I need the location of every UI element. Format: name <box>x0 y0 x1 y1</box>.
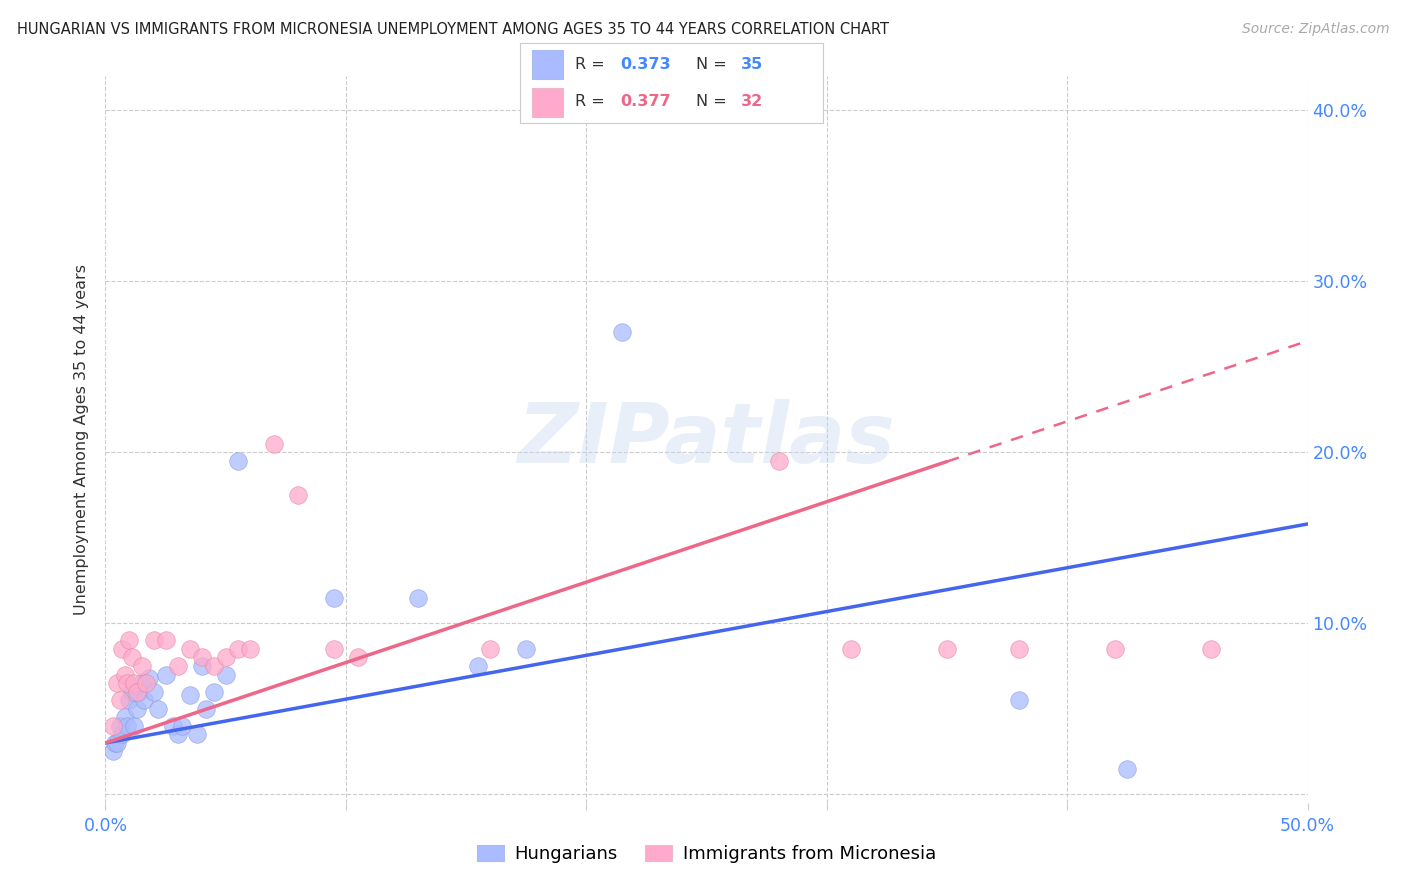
Point <box>214 667 236 681</box>
Point <box>115 719 138 733</box>
Point <box>322 591 344 605</box>
Point <box>839 641 862 656</box>
Point <box>467 659 489 673</box>
Point <box>148 702 170 716</box>
Point <box>287 488 309 502</box>
Text: 0.373: 0.373 <box>620 57 671 72</box>
Y-axis label: Unemployment Among Ages 35 to 44 years: Unemployment Among Ages 35 to 44 years <box>75 264 90 615</box>
Point <box>202 684 225 698</box>
Point <box>166 727 188 741</box>
Text: ZIPatlas: ZIPatlas <box>517 399 896 480</box>
FancyBboxPatch shape <box>533 50 562 79</box>
Point <box>155 633 177 648</box>
Point <box>612 326 634 340</box>
Point <box>347 650 370 665</box>
Point <box>226 453 249 467</box>
Point <box>111 727 134 741</box>
Point <box>108 693 131 707</box>
Point <box>104 736 127 750</box>
Point <box>1008 641 1031 656</box>
Point <box>162 719 184 733</box>
Point <box>118 693 141 707</box>
Text: N =: N = <box>696 94 731 109</box>
Point <box>118 633 141 648</box>
Point <box>214 650 236 665</box>
Point <box>479 641 502 656</box>
Text: 35: 35 <box>741 57 763 72</box>
Text: 0.377: 0.377 <box>620 94 671 109</box>
Point <box>1201 641 1223 656</box>
Point <box>186 727 208 741</box>
Point <box>111 641 134 656</box>
Point <box>179 688 201 702</box>
Point <box>1116 762 1139 776</box>
Point <box>101 719 124 733</box>
Point <box>936 641 959 656</box>
Point <box>172 719 194 733</box>
Point <box>132 693 155 707</box>
Point <box>515 641 537 656</box>
Point <box>239 641 262 656</box>
Point <box>202 659 225 673</box>
Point <box>124 719 146 733</box>
Point <box>107 736 129 750</box>
Point <box>128 684 150 698</box>
Point <box>138 671 160 685</box>
Point <box>179 641 201 656</box>
Point <box>263 436 285 450</box>
Point <box>108 719 131 733</box>
Point <box>155 667 177 681</box>
Point <box>195 702 218 716</box>
Point <box>125 702 148 716</box>
Point <box>226 641 249 656</box>
Text: R =: R = <box>575 94 610 109</box>
Text: 32: 32 <box>741 94 763 109</box>
Point <box>135 676 157 690</box>
Legend: Hungarians, Immigrants from Micronesia: Hungarians, Immigrants from Micronesia <box>470 838 943 870</box>
Point <box>114 710 136 724</box>
Point <box>121 650 143 665</box>
Text: N =: N = <box>696 57 731 72</box>
Point <box>114 667 136 681</box>
Point <box>142 684 165 698</box>
Point <box>131 659 153 673</box>
Point <box>166 659 188 673</box>
Point <box>1008 693 1031 707</box>
Point <box>101 744 124 758</box>
Point <box>322 641 344 656</box>
Point <box>121 684 143 698</box>
Point <box>107 676 129 690</box>
Text: R =: R = <box>575 57 610 72</box>
Point <box>115 676 138 690</box>
Point <box>190 650 212 665</box>
Point <box>1104 641 1126 656</box>
Text: HUNGARIAN VS IMMIGRANTS FROM MICRONESIA UNEMPLOYMENT AMONG AGES 35 TO 44 YEARS C: HUNGARIAN VS IMMIGRANTS FROM MICRONESIA … <box>17 22 889 37</box>
Point <box>768 453 790 467</box>
Point <box>190 659 212 673</box>
Point <box>131 676 153 690</box>
Text: Source: ZipAtlas.com: Source: ZipAtlas.com <box>1241 22 1389 37</box>
Point <box>142 633 165 648</box>
Point <box>125 684 148 698</box>
Point <box>124 676 146 690</box>
FancyBboxPatch shape <box>533 87 562 117</box>
Point <box>406 591 429 605</box>
